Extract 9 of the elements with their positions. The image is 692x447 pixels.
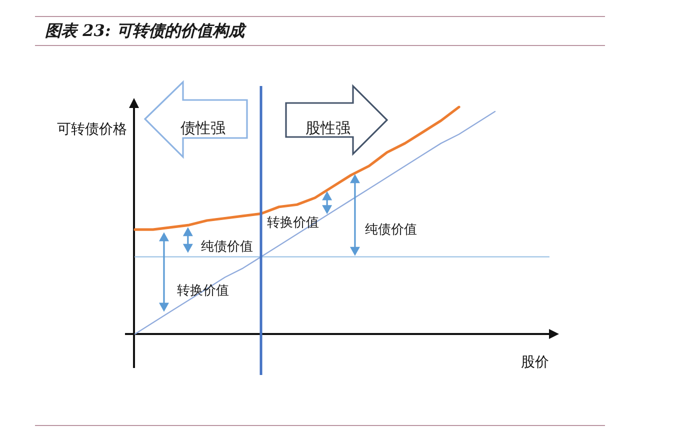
annotation: 债性强	[180, 118, 226, 137]
annotation: 转换价值	[177, 283, 229, 298]
annotation: 纯债价值	[365, 222, 417, 238]
chart-title: 图表 23: 可转债的价值构成	[45, 21, 244, 41]
y-axis-title: 可转债价格	[57, 122, 127, 138]
x-axis-title: 股价	[521, 354, 549, 371]
annotation: 纯债价值	[201, 239, 253, 254]
annotation: 转换价值	[267, 215, 319, 230]
annotation: 股性强	[306, 118, 350, 137]
